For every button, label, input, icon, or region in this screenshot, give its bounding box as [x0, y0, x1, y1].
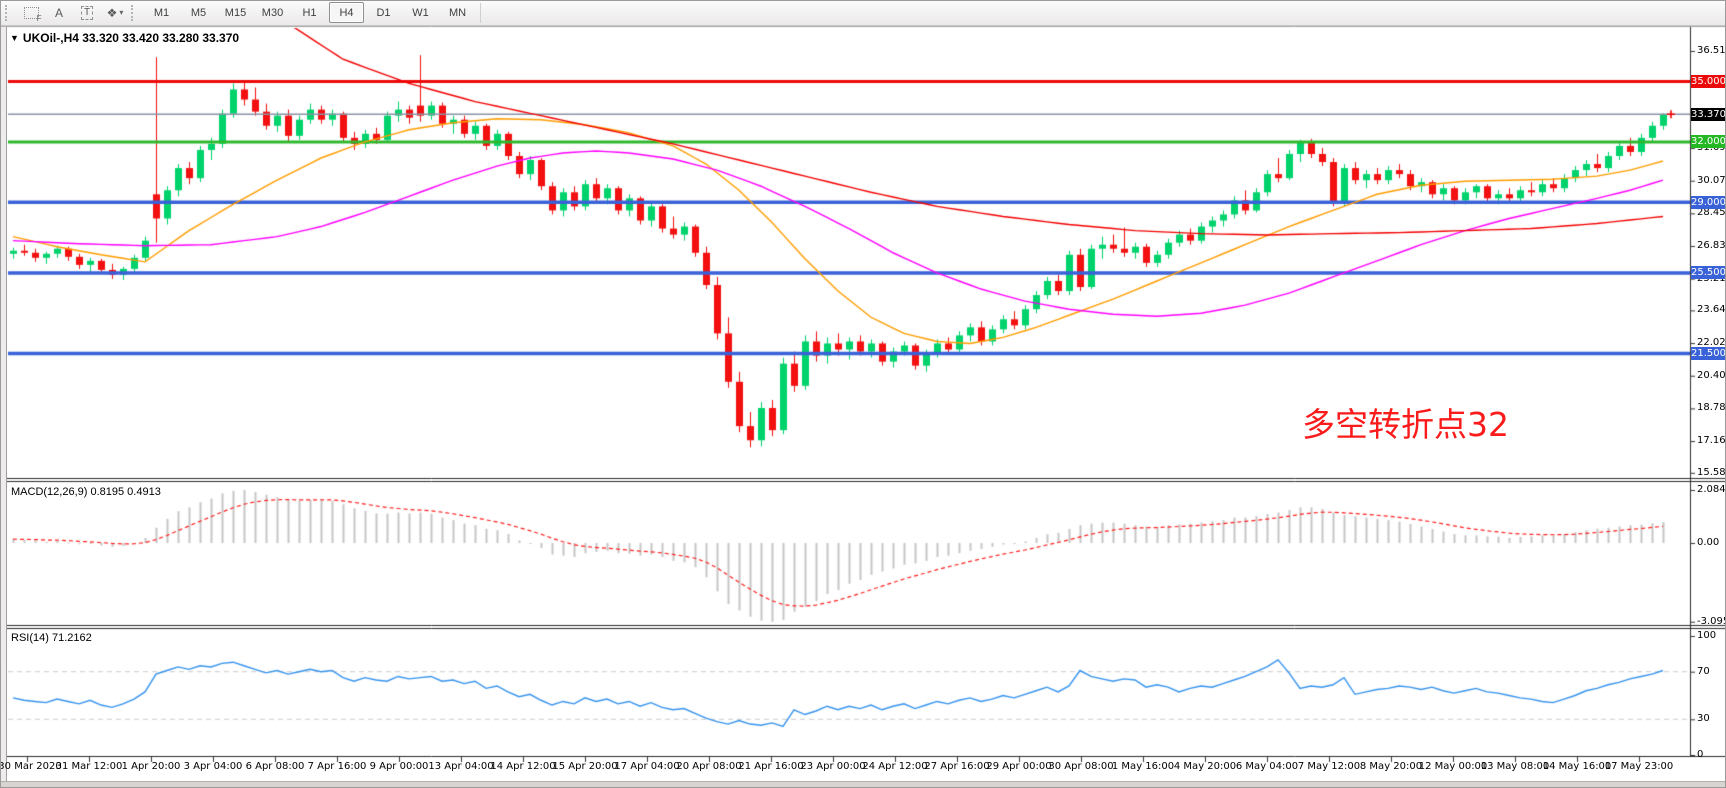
time-axis-label: 1 May 16:00	[1111, 761, 1175, 772]
price-level-badge: 25.500	[1691, 266, 1726, 280]
time-axis-label: 20 Apr 08:00	[676, 761, 742, 772]
macd-indicator-label: MACD(12,26,9) 0.8195 0.4913	[11, 486, 161, 498]
price-level-badge: 29.000	[1691, 195, 1726, 209]
timeframe-toolbar-grip[interactable]	[131, 4, 139, 21]
chart-title: ▼ UKOil-,H4 33.320 33.420 33.280 33.370	[10, 31, 239, 45]
time-axis-label: 13 May 08:00	[1480, 761, 1550, 772]
toolbar: F A T ❖ ▾ M1 M5 M15 M30 H1 H4 D1 W1 MN	[0, 0, 1726, 26]
time-axis-label: 17 May 23:00	[1604, 761, 1674, 772]
time-axis-label: 30 Mar 2020	[0, 761, 62, 772]
time-axis-label: 14 Apr 12:00	[490, 761, 556, 772]
timeframe-button-H1[interactable]: H1	[302, 6, 317, 19]
time-axis-label: 6 Apr 08:00	[245, 761, 305, 772]
time-axis-label: 4 May 20:00	[1173, 761, 1237, 772]
time-axis-label: 7 May 12:00	[1297, 761, 1361, 772]
time-axis-label: 23 Apr 00:00	[800, 761, 866, 772]
time-axis-label: 1 Apr 20:00	[121, 761, 181, 772]
time-axis-label: 31 Mar 12:00	[55, 761, 123, 772]
rsi-axis-label: 0	[1697, 749, 1704, 760]
timeframe-button-M1[interactable]: M1	[153, 6, 170, 19]
dropdown-caret-icon[interactable]: ▾	[119, 8, 124, 17]
arrows-objects-icon-glyph: ❖	[106, 5, 118, 20]
rsi-axis-label: 100	[1697, 630, 1717, 641]
price-level-badge: 32.000	[1691, 135, 1726, 149]
price-tick-label: 22.020	[1697, 337, 1726, 349]
symbol-dropdown-icon[interactable]: ▼	[10, 33, 19, 43]
price-tick-label: 36.510	[1697, 44, 1726, 56]
macd-axis-label: -3.0957	[1697, 615, 1726, 627]
rsi-axis-label: 30	[1697, 713, 1710, 725]
chart-title-text: UKOil-,H4 33.320 33.420 33.280 33.370	[22, 31, 240, 45]
time-axis-label: 13 Apr 04:00	[428, 761, 494, 772]
timeframe-button-M5[interactable]: M5	[190, 6, 207, 19]
timeframe-button-M30[interactable]: M30	[261, 6, 284, 19]
time-axis-label: 8 May 20:00	[1359, 761, 1423, 772]
price-tick-label: 23.640	[1697, 304, 1726, 316]
metaquotes-f-icon[interactable]: F	[18, 2, 44, 24]
price-level-badge: 21.500	[1691, 347, 1726, 361]
text-label-icon[interactable]: T	[74, 2, 100, 24]
timeframe-button-D1[interactable]: D1	[376, 6, 391, 19]
timeframe-button-M15[interactable]: M15	[224, 6, 247, 19]
time-axis-label: 6 May 04:00	[1235, 761, 1299, 772]
macd-axis-label: 2.084	[1697, 484, 1726, 495]
price-tick-label: 28.455	[1697, 207, 1726, 219]
time-axis-label: 3 Apr 04:00	[183, 761, 243, 772]
timeframe-button-group: M1 M5 M15 M30 H1 H4 D1 W1 MN	[143, 2, 476, 23]
left-window-edge	[0, 27, 7, 782]
insert-text-icon-glyph: A	[54, 5, 63, 20]
price-level-badge: 33.370	[1691, 107, 1726, 121]
macd-axis-label: 0.00	[1697, 537, 1720, 548]
price-tick-label: 30.075	[1697, 174, 1726, 186]
grid-dots-icon: F	[23, 6, 42, 23]
time-axis-label: 21 Apr 16:00	[738, 761, 804, 772]
time-axis-label: 9 Apr 00:00	[369, 761, 429, 772]
dashed-box: T	[80, 5, 94, 20]
time-axis-label: 27 Apr 16:00	[924, 761, 990, 772]
rsi-axis-label: 70	[1697, 665, 1710, 677]
toolbar-icon-group: F A T ❖ ▾	[17, 2, 129, 24]
price-tick-label: 20.400	[1697, 369, 1726, 381]
toolbar-grip[interactable]	[5, 4, 13, 21]
time-axis-label: 30 Apr 08:00	[1048, 761, 1114, 772]
price-tick-label: 18.780	[1697, 402, 1726, 414]
price-tick-label: 17.160	[1697, 435, 1726, 447]
arrows-objects-icon[interactable]: ❖ ▾	[102, 2, 128, 24]
time-axis-label: 24 Apr 12:00	[862, 761, 928, 772]
insert-text-icon[interactable]: A	[46, 2, 72, 24]
time-axis-label: 12 May 00:00	[1418, 761, 1488, 772]
status-strip	[0, 781, 1726, 788]
time-axis-label: 17 Apr 04:00	[614, 761, 680, 772]
time-axis-label: 7 Apr 16:00	[307, 761, 367, 772]
toolbar-separator	[480, 2, 481, 23]
timeframe-button-H4[interactable]: H4	[329, 2, 364, 23]
price-tick-label: 26.835	[1697, 240, 1726, 251]
price-tick-label: 15.585	[1697, 466, 1726, 478]
time-axis-label: 14 May 16:00	[1542, 761, 1612, 772]
timeframe-button-MN[interactable]: MN	[448, 6, 467, 19]
chart-text-annotation: 多空转折点32	[1302, 405, 1509, 444]
time-axis-label: 29 Apr 00:00	[986, 761, 1052, 772]
rsi-indicator-label: RSI(14) 71.2162	[11, 632, 92, 644]
time-axis-label: 15 Apr 20:00	[552, 761, 618, 772]
price-level-badge: 35.000	[1691, 74, 1726, 88]
timeframe-button-W1[interactable]: W1	[412, 6, 429, 19]
